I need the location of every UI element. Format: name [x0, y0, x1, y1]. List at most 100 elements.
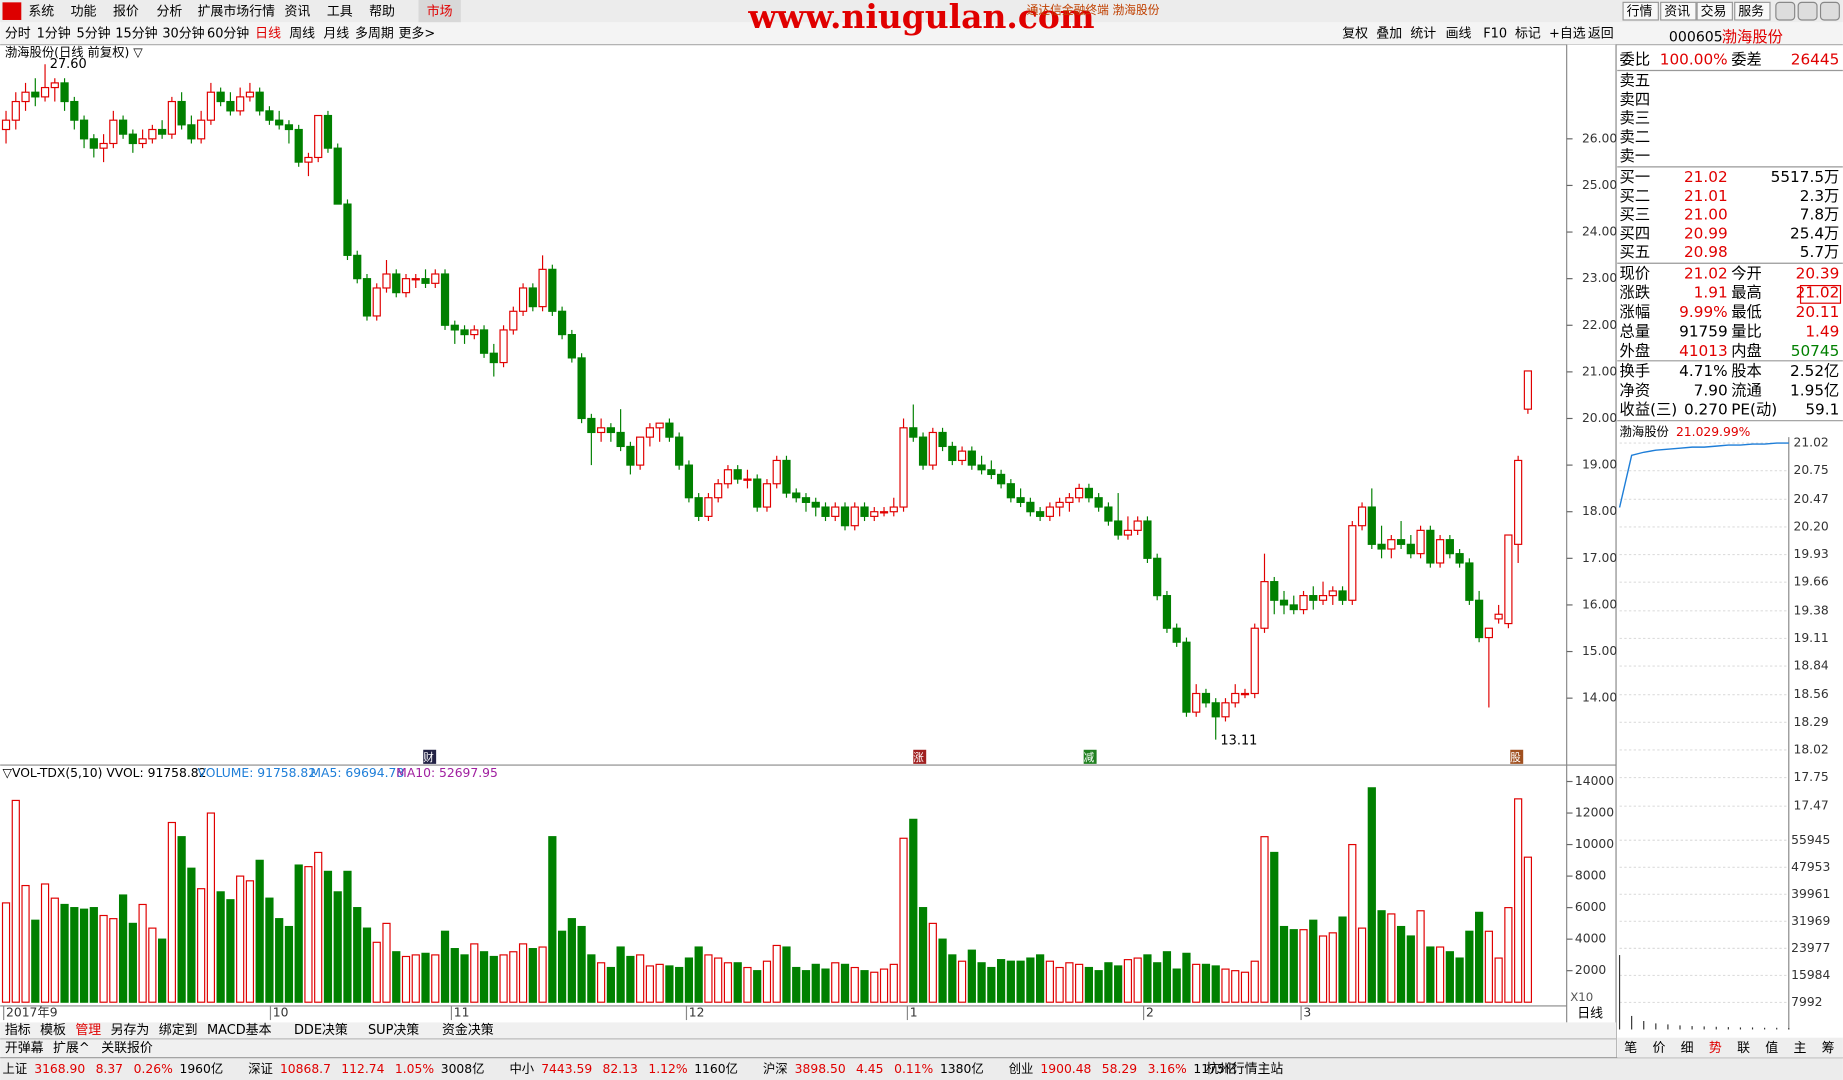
window-control[interactable]	[1775, 1, 1796, 21]
quote-tab[interactable]: 联	[1737, 1041, 1750, 1056]
volume-bar	[1094, 970, 1103, 1003]
menu-button[interactable]	[1734, 1, 1771, 21]
quote-tab[interactable]: 价	[1652, 1041, 1665, 1056]
indicator-tab[interactable]: 资金决策	[442, 1022, 494, 1038]
menu-button[interactable]	[1660, 1, 1697, 21]
period-tab[interactable]: 更多>	[399, 27, 436, 42]
event-marker[interactable]: 股	[1510, 752, 1521, 764]
quote-tab[interactable]: 细	[1681, 1041, 1694, 1056]
quote-tab[interactable]: 值	[1765, 1040, 1778, 1056]
volume-bar	[694, 946, 703, 1003]
candle-body	[372, 287, 381, 317]
candle-body	[938, 431, 947, 448]
tool-button[interactable]: 返回	[1588, 27, 1614, 42]
quote-tab[interactable]: 笔	[1624, 1040, 1637, 1056]
tool-button[interactable]: F10	[1483, 27, 1507, 42]
vol-tick-label: 2000	[1575, 963, 1607, 977]
period-tab[interactable]: 日线	[255, 27, 281, 42]
candle-body	[587, 417, 596, 434]
status-item: 1160亿	[694, 1061, 738, 1076]
candle-body	[1153, 557, 1162, 597]
menu-item[interactable]: 功能	[71, 4, 97, 19]
window-control[interactable]	[1797, 1, 1818, 21]
sub-tab[interactable]: 扩展^	[53, 1041, 90, 1056]
period-tab[interactable]: 5分钟	[77, 26, 111, 42]
volume-bar	[675, 966, 684, 1003]
vol-tick-label: 14000	[1575, 774, 1614, 788]
volume-bar	[577, 925, 586, 1003]
event-marker[interactable]: 涨	[913, 752, 924, 764]
indicator-tab[interactable]: 管理	[75, 1023, 101, 1038]
candle-body	[40, 86, 50, 98]
volume-bar	[1465, 930, 1474, 1003]
menu-item[interactable]: 资讯	[285, 4, 311, 19]
menu-button-label[interactable]: 资讯	[1664, 4, 1690, 19]
tool-button[interactable]: 叠加	[1376, 27, 1402, 42]
indicator-tab[interactable]: 另存为	[111, 1023, 150, 1038]
quote-tab[interactable]: 主	[1793, 1041, 1806, 1056]
tool-button[interactable]: 画线	[1446, 27, 1472, 42]
volume-bar	[1445, 951, 1454, 1003]
menu-item[interactable]: 扩展市场行情	[198, 3, 276, 19]
volume-bar	[870, 971, 879, 1003]
indicator-tab[interactable]: DDE决策	[294, 1022, 348, 1038]
buy-price: 21.00	[1684, 206, 1728, 224]
period-tab[interactable]: 月线	[323, 27, 349, 42]
event-marker[interactable]: 减	[1084, 752, 1095, 764]
indicator-tab[interactable]: MACD基本	[207, 1023, 272, 1038]
volume-bar	[1387, 913, 1396, 1003]
tool-button[interactable]: 标记	[1515, 27, 1541, 42]
menu-market[interactable]: 市场	[427, 3, 453, 19]
status-item: 8.37	[96, 1062, 123, 1076]
candle-body	[840, 506, 850, 527]
indicator-tab[interactable]: 模板	[40, 1023, 66, 1038]
menu-button-label[interactable]: 行情	[1627, 4, 1653, 19]
indicator-tab[interactable]: SUP决策	[368, 1022, 419, 1038]
period-tab[interactable]: 60分钟	[207, 26, 249, 42]
event-marker[interactable]: 财	[423, 751, 434, 764]
volume-bar	[1211, 965, 1220, 1003]
volume-bar	[587, 954, 596, 1003]
period-tab[interactable]: 15分钟	[115, 26, 157, 42]
sub-tab[interactable]: 关联报价	[101, 1041, 153, 1056]
menu-item[interactable]: 帮助	[369, 4, 395, 19]
menu-item[interactable]: 系统	[28, 4, 54, 19]
menu-item[interactable]: 工具	[327, 4, 353, 19]
sell-label: 卖一	[1620, 147, 1651, 165]
indicator-tab[interactable]: 指标	[5, 1023, 31, 1038]
period-tab[interactable]: 多周期	[355, 27, 394, 42]
menu-item[interactable]: 报价	[113, 4, 139, 19]
window-control[interactable]	[1819, 1, 1840, 21]
stat-label: 最高	[1731, 284, 1762, 302]
volume-bar	[294, 864, 303, 1003]
menu-button[interactable]	[1622, 1, 1659, 21]
volume-bar	[704, 954, 713, 1003]
quote-tab[interactable]: 势	[1709, 1040, 1722, 1056]
quote-tab[interactable]: 筹	[1822, 1040, 1835, 1056]
tool-button[interactable]: 统计	[1410, 27, 1436, 42]
candle-body	[1494, 613, 1503, 620]
menu-button-label[interactable]: 服务	[1738, 3, 1764, 19]
indicator-tab[interactable]: 绑定到	[159, 1023, 198, 1038]
volume-bar	[1309, 919, 1318, 1003]
period-tab[interactable]: 30分钟	[162, 26, 204, 42]
tool-button[interactable]: 复权	[1342, 26, 1368, 42]
period-tab[interactable]: 1分钟	[37, 26, 71, 42]
period-tab[interactable]: 分时	[5, 27, 31, 42]
volume-bar	[743, 966, 752, 1003]
menu-button-label[interactable]: 交易	[1701, 3, 1727, 19]
stat-label: 最低	[1731, 303, 1762, 321]
sub-tab[interactable]: 开弹幕	[5, 1041, 44, 1056]
period-tab[interactable]: 周线	[289, 27, 315, 42]
tool-button[interactable]: +自选	[1549, 27, 1586, 42]
volume-bar	[1231, 970, 1240, 1003]
candle-body	[948, 445, 957, 462]
y-tick-label: 18.00	[1582, 504, 1617, 518]
period-label: 日线	[1577, 1007, 1603, 1022]
candle-body	[1231, 692, 1240, 704]
menu-button[interactable]	[1696, 1, 1733, 21]
menu-item[interactable]: 分析	[156, 4, 182, 19]
candle-body	[1036, 511, 1045, 517]
volume-bar	[977, 962, 986, 1003]
